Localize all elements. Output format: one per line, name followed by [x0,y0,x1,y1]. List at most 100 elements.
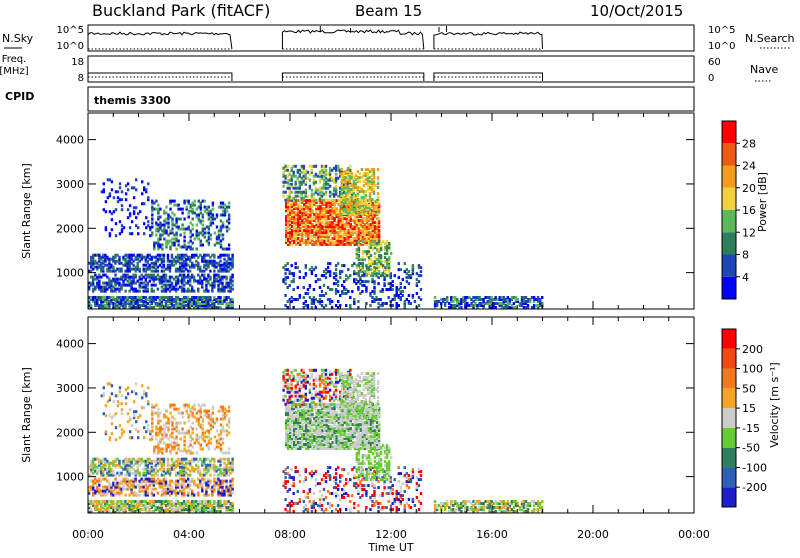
velocity-cell [163,424,165,427]
power-cell [284,282,286,285]
power-cell [113,196,115,199]
velocity-cell [165,478,167,481]
power-cell [319,286,321,289]
power-cell [313,231,315,234]
power-cell [315,165,317,168]
power-cell [165,230,167,233]
power-cell [309,284,311,287]
velocity-cell [194,404,196,407]
power-cell [143,222,145,225]
power-cell [335,173,337,176]
freq-right-tick-bottom: 0 [708,73,714,84]
power-cell [337,290,339,293]
power-cell [192,224,194,227]
power-cell [204,210,206,213]
velocity-cell [92,480,94,483]
power-cell [311,169,313,172]
power-cell [222,234,224,237]
power-cell [183,236,185,239]
power-cell [325,268,327,271]
noise-sky-line [282,30,423,49]
power-cell [223,258,225,261]
power-cell [122,256,124,259]
velocity-cell [92,492,94,495]
velocity-cell [183,444,185,447]
velocity-cell [165,410,167,413]
power-cell [102,266,104,269]
power-cell [365,182,367,185]
velocity-cell [183,440,185,443]
power-cell [358,254,360,257]
velocity-cell [151,418,153,421]
power-cell [347,168,349,171]
power-cell [355,178,357,181]
power-cell [192,248,194,251]
colorbar-tick-label: 8 [742,249,749,262]
power-cell [213,254,215,257]
power-cell [111,228,113,231]
power-cell [159,216,161,219]
power-cell [139,210,141,213]
power-cell [374,252,376,255]
power-cell [446,296,448,299]
power-cell [125,192,127,195]
velocity-cell [223,500,225,503]
power-cell [373,286,375,289]
power-cell [313,225,315,228]
power-cell [406,268,408,271]
power-cell [173,304,175,307]
power-cell [335,264,337,267]
power-cell [137,226,139,229]
velocity-cell [153,406,155,409]
power-cell [541,302,543,305]
power-cell [374,256,376,259]
power-cell [223,262,225,265]
power-cell [377,176,379,179]
velocity-cell [112,494,114,497]
power-cell [173,200,175,203]
power-cell [120,268,122,271]
noise-sky-line [88,32,232,49]
power-cell [105,200,107,203]
power-cell [192,234,194,237]
power-cell [412,264,414,267]
power-cell [165,206,167,209]
power-cell [173,204,175,207]
velocity-cell [102,478,104,481]
power-cell [377,168,379,171]
power-cell [219,260,221,263]
power-cell [228,214,230,217]
velocity-cell [196,428,198,431]
power-cell [351,290,353,293]
velocity-cell [199,470,201,473]
power-cell [398,276,400,279]
power-cell [371,198,373,201]
power-cell [102,274,104,277]
power-cell [420,288,422,291]
power-cell [406,280,408,283]
power-cell [365,190,367,193]
power-cell [325,276,327,279]
power-cell [223,296,225,299]
power-cell [527,298,529,301]
power-cell [420,298,422,301]
power-cell [157,288,159,291]
power-cell [163,296,165,299]
power-cell [112,286,114,289]
velocity-cell [102,490,104,493]
power-cell [497,298,499,301]
velocity-cell [177,408,179,411]
power-cell [335,304,337,307]
velocity-cell [143,500,145,503]
power-cell [378,270,380,273]
power-cell [214,218,216,221]
power-cell [356,264,358,267]
power-cell [337,165,339,168]
power-cell [396,302,398,305]
power-cell [220,244,222,247]
power-cell [381,288,383,291]
power-cell [145,188,147,191]
noise-sky-line [434,32,543,49]
power-cell [353,298,355,301]
velocity-cell [193,468,195,471]
